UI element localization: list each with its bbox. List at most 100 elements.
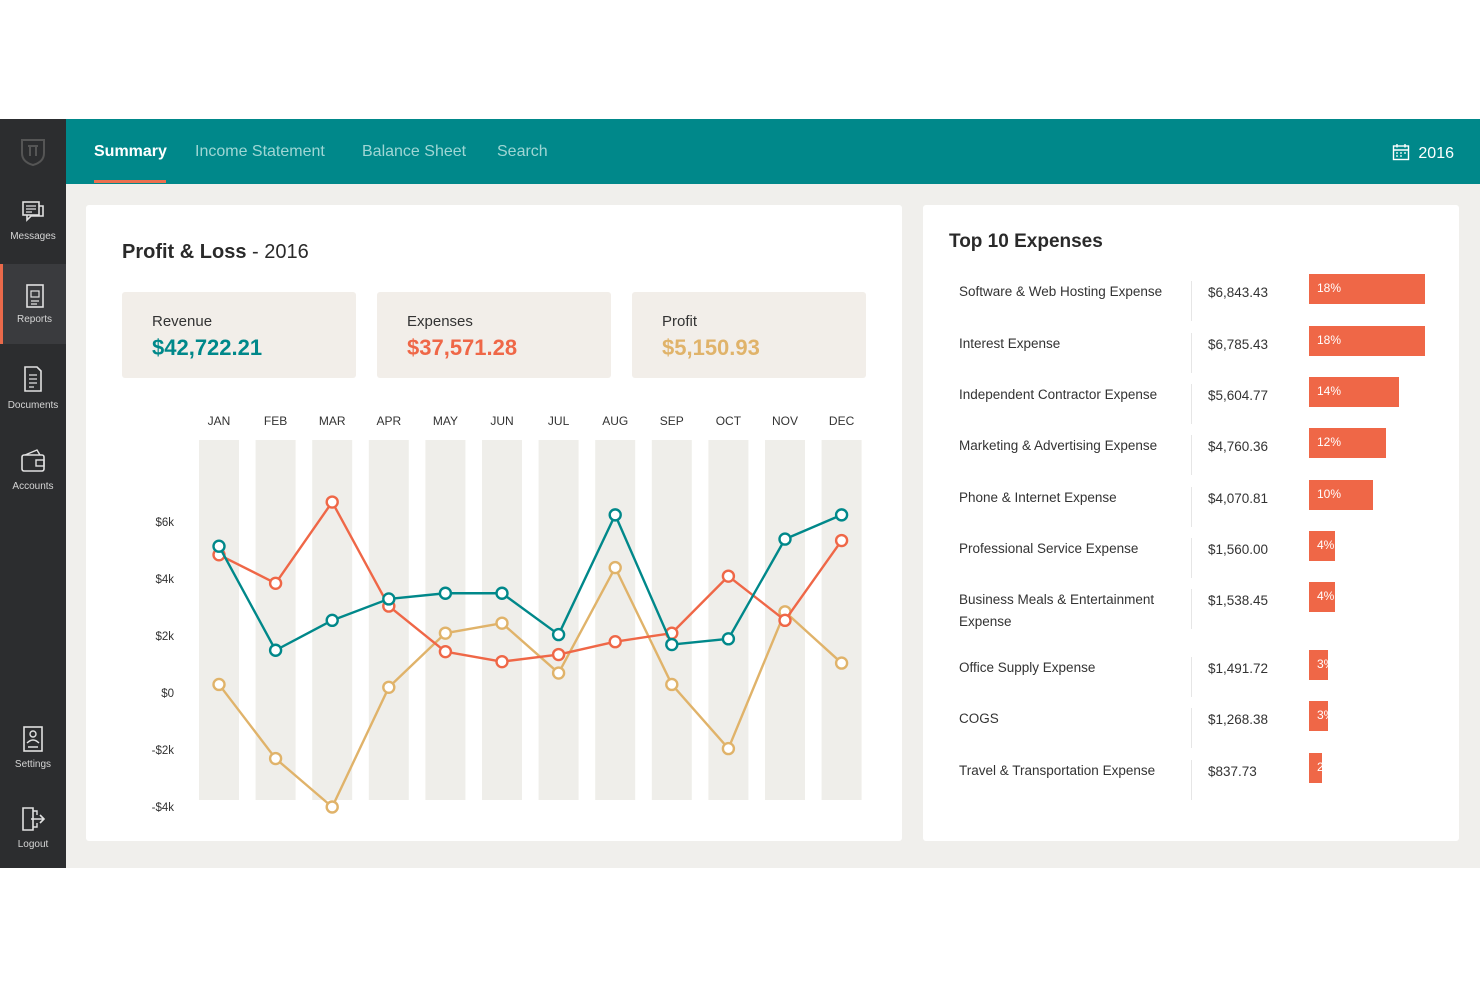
expense-percent: 4% (1317, 589, 1335, 603)
tab-income-statement[interactable]: Income Statement (195, 143, 325, 160)
sidebar-item-settings[interactable]: Settings (0, 725, 66, 805)
data-point (551, 666, 566, 680)
expense-name: Office Supply Expense (959, 660, 1096, 675)
sidebar-item-logout[interactable]: Logout (0, 805, 66, 885)
divider (1191, 657, 1192, 697)
tab-summary[interactable]: Summary (94, 143, 167, 160)
data-point (438, 644, 453, 659)
expense-name: Independent Contractor Expense (959, 387, 1158, 402)
stat-value: $37,571.28 (407, 335, 518, 360)
expense-name: Professional Service Expense (959, 541, 1139, 556)
year-selector[interactable]: 2016 (1392, 143, 1454, 163)
data-point (551, 647, 566, 662)
expense-amount: $1,491.72 (1208, 661, 1269, 676)
month-column (199, 440, 239, 800)
stat-label: Revenue (152, 313, 213, 330)
expense-percent: 18% (1317, 333, 1342, 347)
expense-bar (1309, 326, 1425, 356)
sidebar-item-reports[interactable]: Reports (0, 264, 66, 344)
divider (1191, 435, 1192, 475)
y-tick-label: $2k (155, 631, 174, 643)
divider (1191, 384, 1192, 424)
expense-bar (1309, 480, 1373, 510)
sidebar-item-accounts[interactable]: Accounts (0, 447, 66, 527)
month-column (538, 440, 579, 800)
sidebar-item-documents[interactable]: Documents (0, 364, 66, 444)
data-point (212, 677, 226, 692)
expense-percent: 3% (1317, 657, 1335, 671)
documents-icon (24, 366, 42, 392)
month-column (821, 440, 862, 800)
settings-icon (23, 726, 43, 752)
sidebar-item-label: Messages (10, 231, 56, 242)
expense-row: Business Meals & Entertainment Expense $1… (923, 582, 1459, 639)
tab-search[interactable]: Search (497, 143, 548, 160)
data-point (721, 741, 736, 756)
data-point (382, 680, 396, 694)
data-point (721, 569, 736, 583)
profit-stat: Profit $5,150.93 (632, 292, 866, 378)
page-title: Profit & Loss - 2016 (122, 241, 309, 264)
data-point (268, 576, 283, 590)
data-point (834, 533, 849, 548)
sidebar-item-label: Accounts (12, 481, 54, 492)
data-point (551, 627, 566, 642)
tab-balance-sheet[interactable]: Balance Sheet (362, 143, 467, 160)
data-point (721, 632, 736, 646)
x-tick-label: APR (376, 414, 401, 428)
expense-row: Travel & Transportation Expense $837.73 2% (923, 753, 1459, 810)
x-tick-label: SEP (660, 414, 684, 428)
sidebar-item-messages[interactable]: Messages (0, 199, 66, 279)
expense-name: COGS (959, 711, 999, 726)
pl-title-year: - 2016 (246, 241, 309, 263)
year-value: 2016 (1418, 145, 1454, 162)
series-line (218, 566, 843, 809)
top-navigation-bar: Summary Income Statement Balance Sheet S… (66, 119, 1480, 184)
logout-icon (22, 807, 46, 831)
expense-bar (1309, 753, 1322, 783)
expense-amount: $5,604.77 (1208, 388, 1269, 403)
x-tick-label: FEB (264, 414, 287, 428)
app-window: Messages Reports Documents Accounts (0, 119, 1480, 868)
x-tick-label: JAN (208, 414, 231, 428)
expense-amount: $1,268.38 (1208, 712, 1269, 727)
data-point (665, 637, 679, 652)
x-tick-label: JUN (490, 414, 513, 428)
y-tick-label: $4k (155, 574, 174, 586)
y-tick-label: $6k (155, 517, 174, 529)
sidebar-item-label: Reports (16, 314, 52, 325)
expense-bar (1309, 531, 1335, 561)
expense-amount: $837.73 (1208, 764, 1257, 779)
data-point (268, 751, 283, 766)
data-point (212, 539, 226, 553)
expense-name: Business Meals & Entertainment Expense (959, 592, 1155, 629)
expenses-stat: Expenses $37,571.28 (377, 292, 611, 378)
logo-icon (21, 139, 45, 167)
expense-row: COGS $1,268.38 3% (923, 701, 1459, 758)
data-point (778, 532, 792, 546)
expense-bar (1309, 650, 1328, 680)
expense-bar (1309, 274, 1425, 304)
expense-amount: $1,538.45 (1208, 593, 1269, 608)
month-column (368, 440, 409, 800)
expense-row: Professional Service Expense $1,560.00 4% (923, 531, 1459, 588)
expense-name: Interest Expense (959, 336, 1061, 351)
data-point (438, 586, 453, 600)
data-point (495, 586, 509, 600)
revenue-stat: Revenue $42,722.21 (122, 292, 356, 378)
expense-percent: 4% (1317, 538, 1335, 552)
expense-row: Office Supply Expense $1,491.72 3% (923, 650, 1459, 707)
data-point (834, 508, 849, 522)
expense-bar (1309, 428, 1386, 458)
divider (1191, 708, 1192, 748)
x-tick-label: JUL (548, 414, 570, 428)
data-point (608, 508, 622, 522)
data-point (834, 656, 849, 670)
expense-name: Travel & Transportation Expense (959, 763, 1156, 778)
divider (1191, 281, 1192, 321)
data-point (325, 495, 339, 509)
expense-percent: 2% (1317, 760, 1335, 774)
expense-bar (1309, 582, 1335, 612)
expense-percent: 18% (1317, 281, 1342, 295)
stat-label: Profit (662, 313, 698, 330)
